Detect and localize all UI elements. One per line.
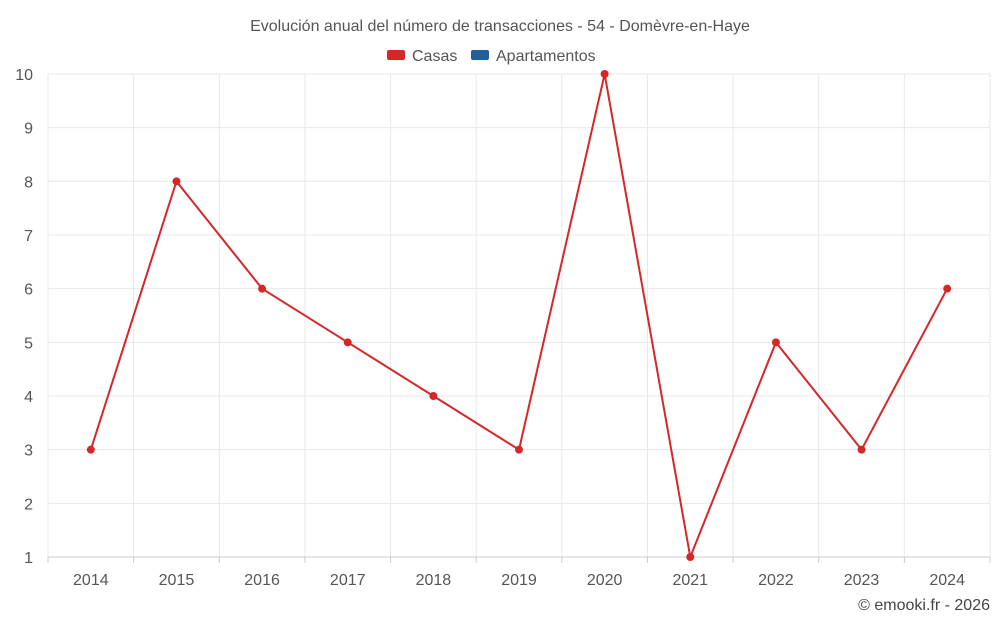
legend-label-casas: Casas — [412, 48, 457, 65]
data-point-casas-2022[interactable] — [771, 338, 780, 347]
x-axis-ticks: 2014 2015 2016 2017 2018 2019 2020 2021 2022 2023… — [73, 572, 965, 589]
x-tick-label-2017: 2017 — [330, 572, 366, 589]
data-point-casas-2014[interactable] — [86, 445, 95, 454]
data-point-casas-2017[interactable] — [343, 338, 352, 347]
x-tick-label-2019: 2019 — [501, 572, 537, 589]
chart-title: Evolución anual del número de transaccio… — [250, 18, 750, 35]
credit-text: © emooki.fr - 2026 — [858, 597, 990, 614]
y-tick-label-7: 7 — [24, 228, 33, 245]
x-tick-label-2022: 2022 — [758, 572, 794, 589]
data-point-casas-2023[interactable] — [857, 445, 866, 454]
x-tick-label-2018: 2018 — [416, 572, 452, 589]
axes — [47, 556, 991, 563]
y-tick-label-8: 8 — [24, 174, 33, 191]
legend-item-apartamentos[interactable]: Apartamentos — [471, 48, 596, 65]
series-casas — [86, 70, 952, 561]
legend-item-casas[interactable]: Casas — [387, 48, 457, 65]
x-tick-label-2015: 2015 — [159, 572, 195, 589]
y-axis-ticks: 1 2 3 4 5 6 7 8 9 10 — [15, 67, 33, 567]
x-tick-label-2016: 2016 — [244, 572, 280, 589]
data-point-casas-2020[interactable] — [600, 70, 609, 78]
y-tick-label-10: 10 — [15, 67, 33, 84]
y-tick-label-1: 1 — [24, 550, 33, 567]
data-point-casas-2019[interactable] — [515, 445, 523, 454]
data-point-casas-2015[interactable] — [172, 177, 181, 186]
data-point-casas-2016[interactable] — [258, 284, 267, 293]
y-tick-label-9: 9 — [24, 121, 33, 138]
x-tick-label-2014: 2014 — [73, 572, 109, 589]
y-tick-label-5: 5 — [24, 335, 33, 352]
legend: Casas Apartamentos — [387, 48, 596, 65]
x-tick-label-2021: 2021 — [672, 572, 708, 589]
y-tick-label-3: 3 — [24, 443, 33, 460]
y-tick-label-6: 6 — [24, 282, 33, 299]
data-point-casas-2021[interactable] — [686, 553, 695, 561]
legend-swatch-apartamentos — [471, 50, 489, 60]
x-tick-label-2020: 2020 — [587, 572, 623, 589]
y-tick-label-4: 4 — [24, 389, 33, 406]
x-tick-label-2023: 2023 — [844, 572, 880, 589]
legend-swatch-casas — [387, 50, 405, 60]
data-point-casas-2024[interactable] — [943, 284, 952, 293]
y-tick-label-2: 2 — [24, 496, 33, 513]
x-tick-label-2024: 2024 — [929, 572, 965, 589]
data-point-casas-2018[interactable] — [429, 392, 438, 400]
legend-label-apartamentos: Apartamentos — [496, 48, 596, 65]
grid — [47, 73, 991, 558]
